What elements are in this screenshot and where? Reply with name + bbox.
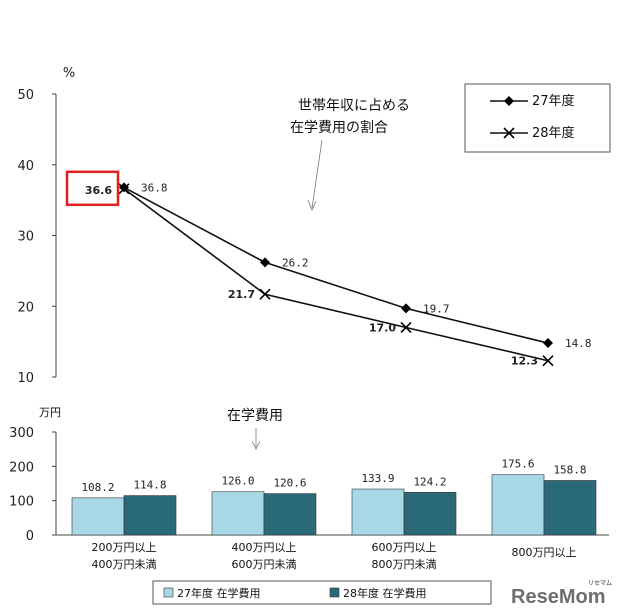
bar-category-label: 600万円未満 [232,558,297,571]
line-y-tick-label: 10 [17,371,34,386]
bar-data-label: 114.8 [133,479,166,492]
bar-legend-label-28: 28年度 在学費用 [343,586,427,600]
line-data-label: 26.2 [282,256,309,269]
line-legend-box [464,83,611,153]
line-point-diamond [543,338,553,349]
bar-annotation: 在学費用 [227,408,283,424]
legend-label-27: 27年度 [532,93,575,109]
bar-28 [263,493,317,536]
line-data-label: 36.8 [141,181,168,194]
bar-category-label: 600万円以上 [372,541,437,554]
line-chart-legend: 27年度 28年度 [464,83,611,153]
line-point-diamond [260,257,270,268]
line-series-1 [123,186,549,344]
line-point-x [400,321,412,334]
bar-category-label: 400万円未満 [92,558,157,571]
bar-category-label: 400万円以上 [232,541,297,554]
line-series-2 [123,188,549,362]
line-point-x [118,183,130,195]
bar-chart-legend: 27年度 在学費用 28年度 在学費用 [152,580,492,605]
bar-legend-box [152,580,492,605]
line-data-label: 14.8 [565,337,592,350]
line-y-tick-label: 50 [17,88,34,103]
bar-legend-swatch-27 [163,587,174,598]
line-y-tick-label: 30 [17,230,34,245]
line-chart-axes: 50 40 30 20 10% [17,66,75,386]
bar-y-tick-label: 300 [9,426,34,441]
line-y-unit: % [63,66,75,81]
line-annotation-line1: 世帯年収に占める [298,98,410,114]
bar-category-label: 800万円以上 [512,546,577,559]
bar-data-label: 158.8 [553,463,586,476]
bar-y-tick-label: 0 [26,529,34,544]
bar-27 [351,488,405,536]
bar-category-label: 200万円以上 [92,541,157,554]
bar-data-label: 124.2 [413,475,446,488]
bar-chart-plot: 108.2 126.0 133.9 175.6 114.8 120.6 124.2 158.8… [71,408,597,571]
bar-category-label: 800万円未満 [372,558,437,571]
line-chart-plot: 36.8 26.2 19.7 14.8 36.6 21.7 17.0 12.3 世帯年収に占める… [65,98,592,368]
bar-annotation-arrow-head [251,440,261,450]
annotation-arrow-head [307,199,317,212]
bar-27 [491,474,545,536]
annotation-arrow [311,139,323,209]
line-data-label: 17.0 [369,321,396,334]
line-point-x [259,288,271,300]
bar-28 [123,495,177,536]
bar-data-label: 133.9 [361,472,394,485]
bar-y-tick-label: 200 [9,460,34,475]
bar-27 [71,497,125,536]
line-y-tick-label: 20 [17,300,34,315]
line-data-label: 19.7 [423,302,450,315]
watermark-logo-text: ReseMom [511,586,605,608]
line-point-diamond [401,303,411,314]
line-point-x [542,355,554,367]
bar-y-tick-label: 100 [9,495,34,510]
line-y-tick-label: 40 [17,159,34,174]
line-annotation-line2: 在学費用の割合 [290,119,388,136]
bar-legend-swatch-28 [329,587,340,598]
bar-27 [211,491,265,536]
legend-label-28: 28年度 [532,125,575,141]
watermark-sub-text: リセマム [588,580,612,587]
bar-legend-label-27: 27年度 在学費用 [177,586,261,600]
legend-marker-x [503,127,515,139]
bar-y-unit: 万円 [39,406,61,419]
legend-marker-diamond [504,96,514,106]
bar-28 [403,492,457,536]
bar-data-label: 175.6 [501,458,534,471]
bar-data-label: 126.0 [221,475,254,488]
line-data-label: 12.3 [511,355,538,368]
highlight-box [65,170,120,207]
bar-data-label: 120.6 [273,477,306,490]
line-data-label-highlighted: 36.6 [85,184,112,197]
bar-28 [543,480,597,536]
bar-data-label: 108.2 [81,481,114,494]
line-data-label: 21.7 [228,288,255,301]
